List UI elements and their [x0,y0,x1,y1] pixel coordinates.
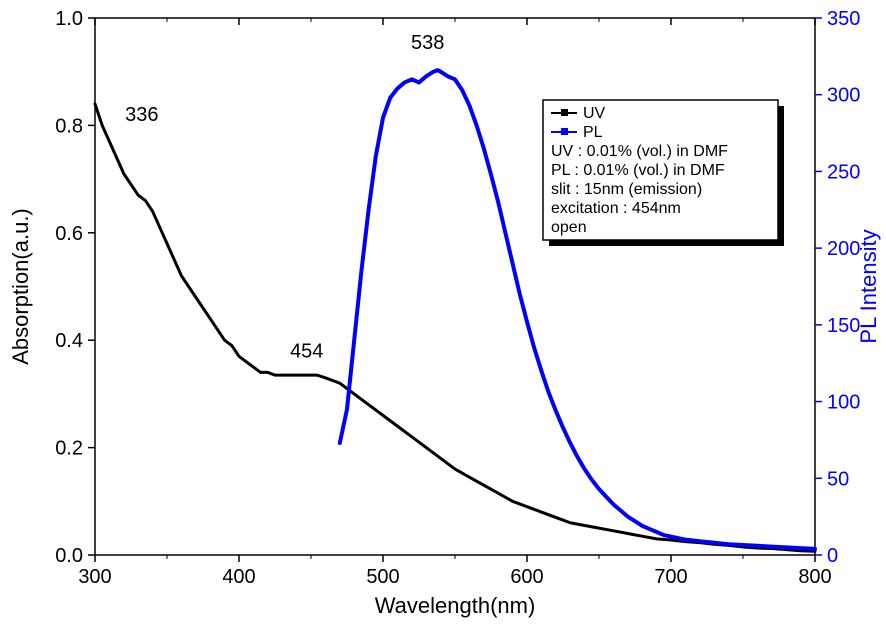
chart-container: 300 400 500 600 700 800 0.0 0.2 0.4 0.6 0.8 1.0 0 50 1… [0,0,886,629]
y-right-tick-label: 300 [827,85,860,107]
y-left-tick-label: 0.2 [55,438,83,460]
x-tick-label: 300 [78,566,111,588]
legend-marker-uv [561,109,568,116]
y-right-tick-label: 0 [827,545,838,567]
x-tick-label: 600 [510,566,543,588]
x-tick-label: 400 [222,566,255,588]
x-tick-label: 500 [366,566,399,588]
x-tick-label: 700 [654,566,687,588]
peak-label: 336 [125,104,158,126]
y-left-tick-label: 1.0 [55,8,83,30]
y-left-tick-label: 0.6 [55,223,83,245]
legend-info-line: PL : 0.01% (vol.) in DMF [551,162,725,179]
plot-border [95,18,815,555]
dual-axis-spectrum-chart: 300 400 500 600 700 800 0.0 0.2 0.4 0.6 0.8 1.0 0 50 1… [0,0,886,629]
y-left-tick-label: 0.0 [55,545,83,567]
y-right-tick-label: 350 [827,8,860,30]
y-right-tick-label: 250 [827,161,860,183]
x-axis-label: Wavelength(nm) [375,593,536,618]
legend-label: UV [583,105,606,122]
legend-label: PL [583,124,603,141]
y-right-axis-label: PL Intensity [856,229,881,343]
legend-info-line: slit : 15nm (emission) [551,181,702,198]
y-left-tick-label: 0.8 [55,115,83,137]
peak-label: 454 [290,340,323,362]
y-left-tick-label: 0.4 [55,330,83,352]
peak-label: 538 [411,32,444,54]
legend-info-line: open [551,219,587,236]
legend-info-line: excitation : 454nm [551,200,681,217]
legend-marker-pl [561,128,568,135]
y-left-axis-label: Absorption(a.u.) [8,208,33,365]
legend-info-line: UV : 0.01% (vol.) in DMF [551,143,728,160]
y-right-tick-label: 50 [827,468,849,490]
x-tick-label: 800 [798,566,831,588]
y-right-tick-label: 100 [827,392,860,414]
